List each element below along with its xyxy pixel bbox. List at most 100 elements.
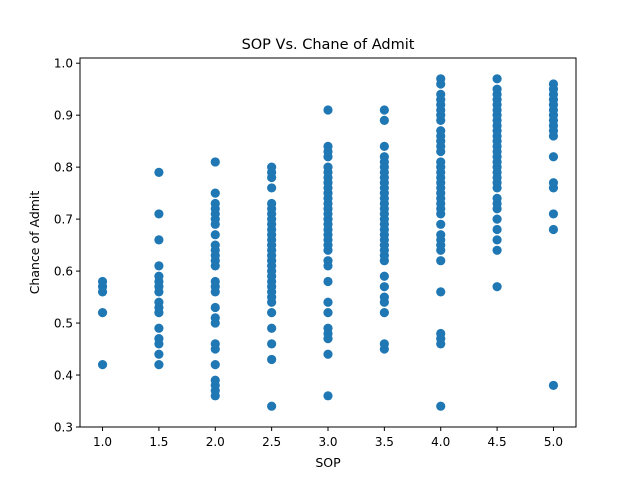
data-point (492, 245, 502, 255)
y-tick-label: 0.6 (54, 265, 73, 279)
data-point (379, 271, 389, 281)
data-point (267, 401, 277, 411)
data-point (323, 141, 333, 151)
data-point (492, 224, 502, 235)
data-point (267, 308, 277, 318)
data-points (97, 74, 559, 411)
data-point (154, 334, 164, 344)
data-point (379, 308, 389, 318)
y-tick-label: 0.3 (54, 421, 73, 435)
data-point (323, 105, 333, 115)
data-point (154, 167, 164, 177)
data-point (548, 380, 559, 391)
x-axis-label: SOP (315, 455, 341, 470)
y-tick-label: 0.8 (54, 161, 73, 175)
x-tick-label: 5.0 (544, 435, 563, 449)
data-point (323, 391, 333, 401)
data-point (492, 235, 502, 245)
data-point (436, 89, 446, 99)
data-point (97, 308, 108, 318)
data-point (210, 360, 220, 370)
data-point (548, 79, 559, 89)
data-point (379, 282, 389, 292)
data-point (379, 339, 389, 349)
y-tick-label: 0.5 (54, 317, 73, 331)
data-point (436, 401, 446, 411)
data-point (210, 313, 220, 323)
data-point (379, 105, 389, 115)
data-point (323, 297, 333, 307)
data-point (492, 84, 502, 94)
data-point (436, 157, 446, 167)
data-point (323, 256, 333, 266)
y-axis-ticks: 0.3 0.4 0.5 0.6 0.7 0.8 0.9 1.0 (54, 57, 80, 435)
y-axis-label: Chance of Admit (27, 191, 42, 295)
data-point (436, 230, 446, 240)
data-point (436, 328, 446, 339)
y-tick-label: 0.4 (54, 369, 73, 383)
data-point (436, 219, 446, 229)
x-tick-label: 2.5 (262, 435, 281, 449)
data-point (210, 198, 220, 209)
data-point (379, 292, 389, 302)
data-point (323, 162, 333, 172)
data-point (436, 287, 446, 297)
data-point (548, 224, 559, 235)
data-point (267, 162, 277, 172)
data-point (492, 193, 502, 203)
data-point (210, 188, 220, 198)
data-point (210, 240, 220, 250)
x-tick-label: 3.0 (318, 435, 337, 449)
y-tick-label: 0.7 (54, 213, 73, 227)
data-point (492, 214, 502, 224)
x-tick-label: 2.0 (206, 435, 225, 449)
x-tick-label: 4.5 (488, 435, 507, 449)
data-point (210, 230, 220, 240)
data-point (210, 276, 220, 287)
y-tick-label: 1.0 (54, 57, 73, 71)
data-point (436, 256, 446, 266)
data-point (154, 323, 164, 333)
data-point (210, 339, 220, 349)
data-point (323, 323, 333, 333)
data-point (267, 339, 277, 349)
data-point (436, 74, 446, 84)
data-point (97, 276, 108, 287)
data-point (154, 261, 164, 271)
data-point (154, 235, 164, 245)
data-point (323, 308, 333, 318)
x-tick-label: 4.0 (431, 435, 450, 449)
data-point (154, 349, 164, 359)
data-point (548, 178, 559, 188)
data-point (210, 302, 220, 313)
data-point (379, 141, 389, 151)
data-point (97, 360, 108, 370)
data-point (210, 375, 220, 385)
data-point (379, 115, 389, 125)
data-point (210, 157, 220, 167)
data-point (267, 323, 277, 333)
x-tick-label: 1.0 (93, 435, 112, 449)
data-point (154, 297, 164, 307)
data-point (379, 152, 389, 162)
data-point (267, 354, 277, 365)
data-point (548, 209, 559, 219)
data-point (436, 126, 446, 136)
data-point (267, 198, 277, 209)
data-point (154, 360, 164, 370)
chart-title: SOP Vs. Chane of Admit (242, 37, 415, 53)
x-tick-label: 1.5 (149, 435, 168, 449)
data-point (154, 271, 164, 281)
x-axis-ticks: 1.0 1.5 2.0 2.5 3.0 3.5 4.0 4.5 5.0 (93, 427, 563, 449)
data-point (267, 183, 277, 193)
data-point (492, 282, 502, 292)
data-point (323, 276, 333, 287)
plot-area-frame (79, 57, 577, 428)
x-tick-label: 3.5 (375, 435, 394, 449)
y-tick-label: 0.9 (54, 109, 73, 123)
data-point (323, 349, 333, 359)
data-point (492, 74, 502, 84)
data-point (154, 209, 164, 219)
